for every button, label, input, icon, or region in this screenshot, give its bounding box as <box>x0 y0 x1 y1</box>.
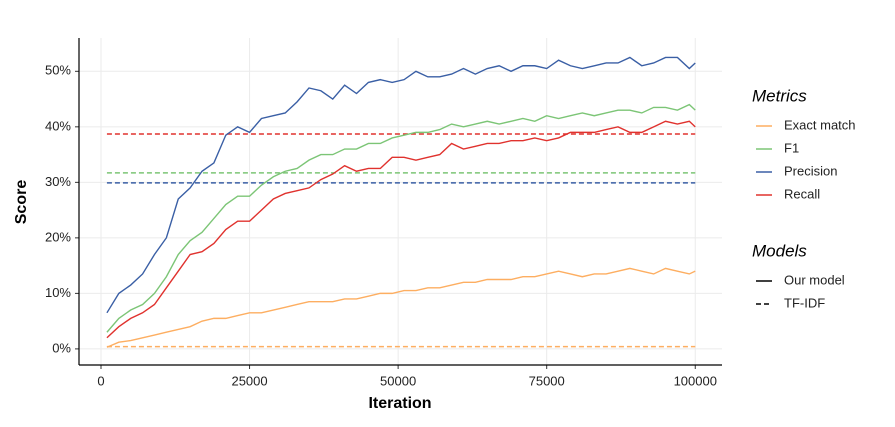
legend-label: TF-IDF <box>784 295 825 310</box>
series-line <box>106 103 696 333</box>
series-line <box>106 56 696 314</box>
x-tick-label: 75000 <box>529 373 565 388</box>
legend-label: Exact match <box>784 117 856 132</box>
x-tick-label: 25000 <box>231 373 267 388</box>
legend-title: Metrics <box>752 86 807 105</box>
y-tick-label: 20% <box>45 229 71 244</box>
x-tick-label: 0 <box>97 373 104 388</box>
x-tick-label: 50000 <box>380 373 416 388</box>
y-tick-label: 50% <box>45 63 71 78</box>
y-tick-label: 30% <box>45 174 71 189</box>
y-axis-title: Score <box>13 180 30 225</box>
series-line <box>106 120 696 339</box>
y-tick-label: 0% <box>52 340 71 355</box>
legend-label: Recall <box>784 186 820 201</box>
legend-label: Our model <box>784 272 845 287</box>
legend-label: F1 <box>784 140 799 155</box>
y-tick-label: 40% <box>45 118 71 133</box>
legend-label: Precision <box>784 163 837 178</box>
series-line <box>106 267 696 348</box>
x-axis-title: Iteration <box>368 395 431 412</box>
legend-title: Models <box>752 241 807 260</box>
y-tick-label: 10% <box>45 285 71 300</box>
x-tick-label: 100000 <box>674 373 717 388</box>
